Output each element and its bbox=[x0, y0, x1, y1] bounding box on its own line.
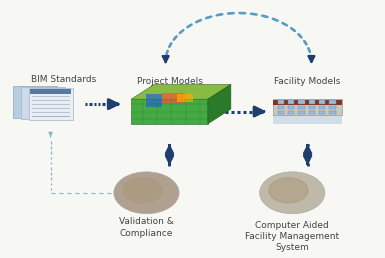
Circle shape bbox=[259, 172, 325, 214]
FancyBboxPatch shape bbox=[278, 100, 284, 104]
FancyBboxPatch shape bbox=[309, 111, 315, 115]
FancyBboxPatch shape bbox=[278, 106, 284, 109]
FancyBboxPatch shape bbox=[330, 106, 336, 109]
Circle shape bbox=[114, 172, 179, 214]
FancyBboxPatch shape bbox=[288, 111, 294, 115]
Text: Facility Models: Facility Models bbox=[275, 77, 341, 86]
FancyBboxPatch shape bbox=[177, 94, 192, 102]
FancyBboxPatch shape bbox=[278, 111, 284, 115]
Text: Computer Aided
Facility Management
System: Computer Aided Facility Management Syste… bbox=[245, 221, 339, 252]
FancyBboxPatch shape bbox=[30, 89, 71, 94]
FancyBboxPatch shape bbox=[298, 100, 305, 104]
Polygon shape bbox=[208, 84, 231, 124]
FancyBboxPatch shape bbox=[273, 100, 342, 105]
FancyBboxPatch shape bbox=[319, 100, 325, 104]
Text: Validation &
Compliance: Validation & Compliance bbox=[119, 217, 174, 238]
FancyBboxPatch shape bbox=[319, 111, 325, 115]
Circle shape bbox=[269, 178, 308, 203]
FancyBboxPatch shape bbox=[309, 100, 315, 104]
FancyBboxPatch shape bbox=[273, 115, 342, 124]
FancyBboxPatch shape bbox=[319, 106, 325, 109]
FancyBboxPatch shape bbox=[330, 111, 336, 115]
FancyBboxPatch shape bbox=[298, 111, 305, 115]
FancyBboxPatch shape bbox=[330, 100, 336, 104]
Text: BIM Standards: BIM Standards bbox=[32, 75, 97, 84]
FancyBboxPatch shape bbox=[162, 93, 185, 103]
FancyBboxPatch shape bbox=[28, 88, 73, 120]
FancyBboxPatch shape bbox=[288, 106, 294, 109]
Polygon shape bbox=[131, 99, 208, 124]
FancyBboxPatch shape bbox=[21, 87, 65, 119]
Circle shape bbox=[123, 178, 162, 203]
FancyBboxPatch shape bbox=[13, 86, 57, 118]
FancyBboxPatch shape bbox=[273, 99, 342, 115]
FancyBboxPatch shape bbox=[298, 106, 305, 109]
Polygon shape bbox=[131, 84, 231, 99]
FancyBboxPatch shape bbox=[309, 106, 315, 109]
FancyBboxPatch shape bbox=[288, 100, 294, 104]
Text: Project Models: Project Models bbox=[137, 77, 203, 86]
FancyBboxPatch shape bbox=[146, 94, 162, 107]
